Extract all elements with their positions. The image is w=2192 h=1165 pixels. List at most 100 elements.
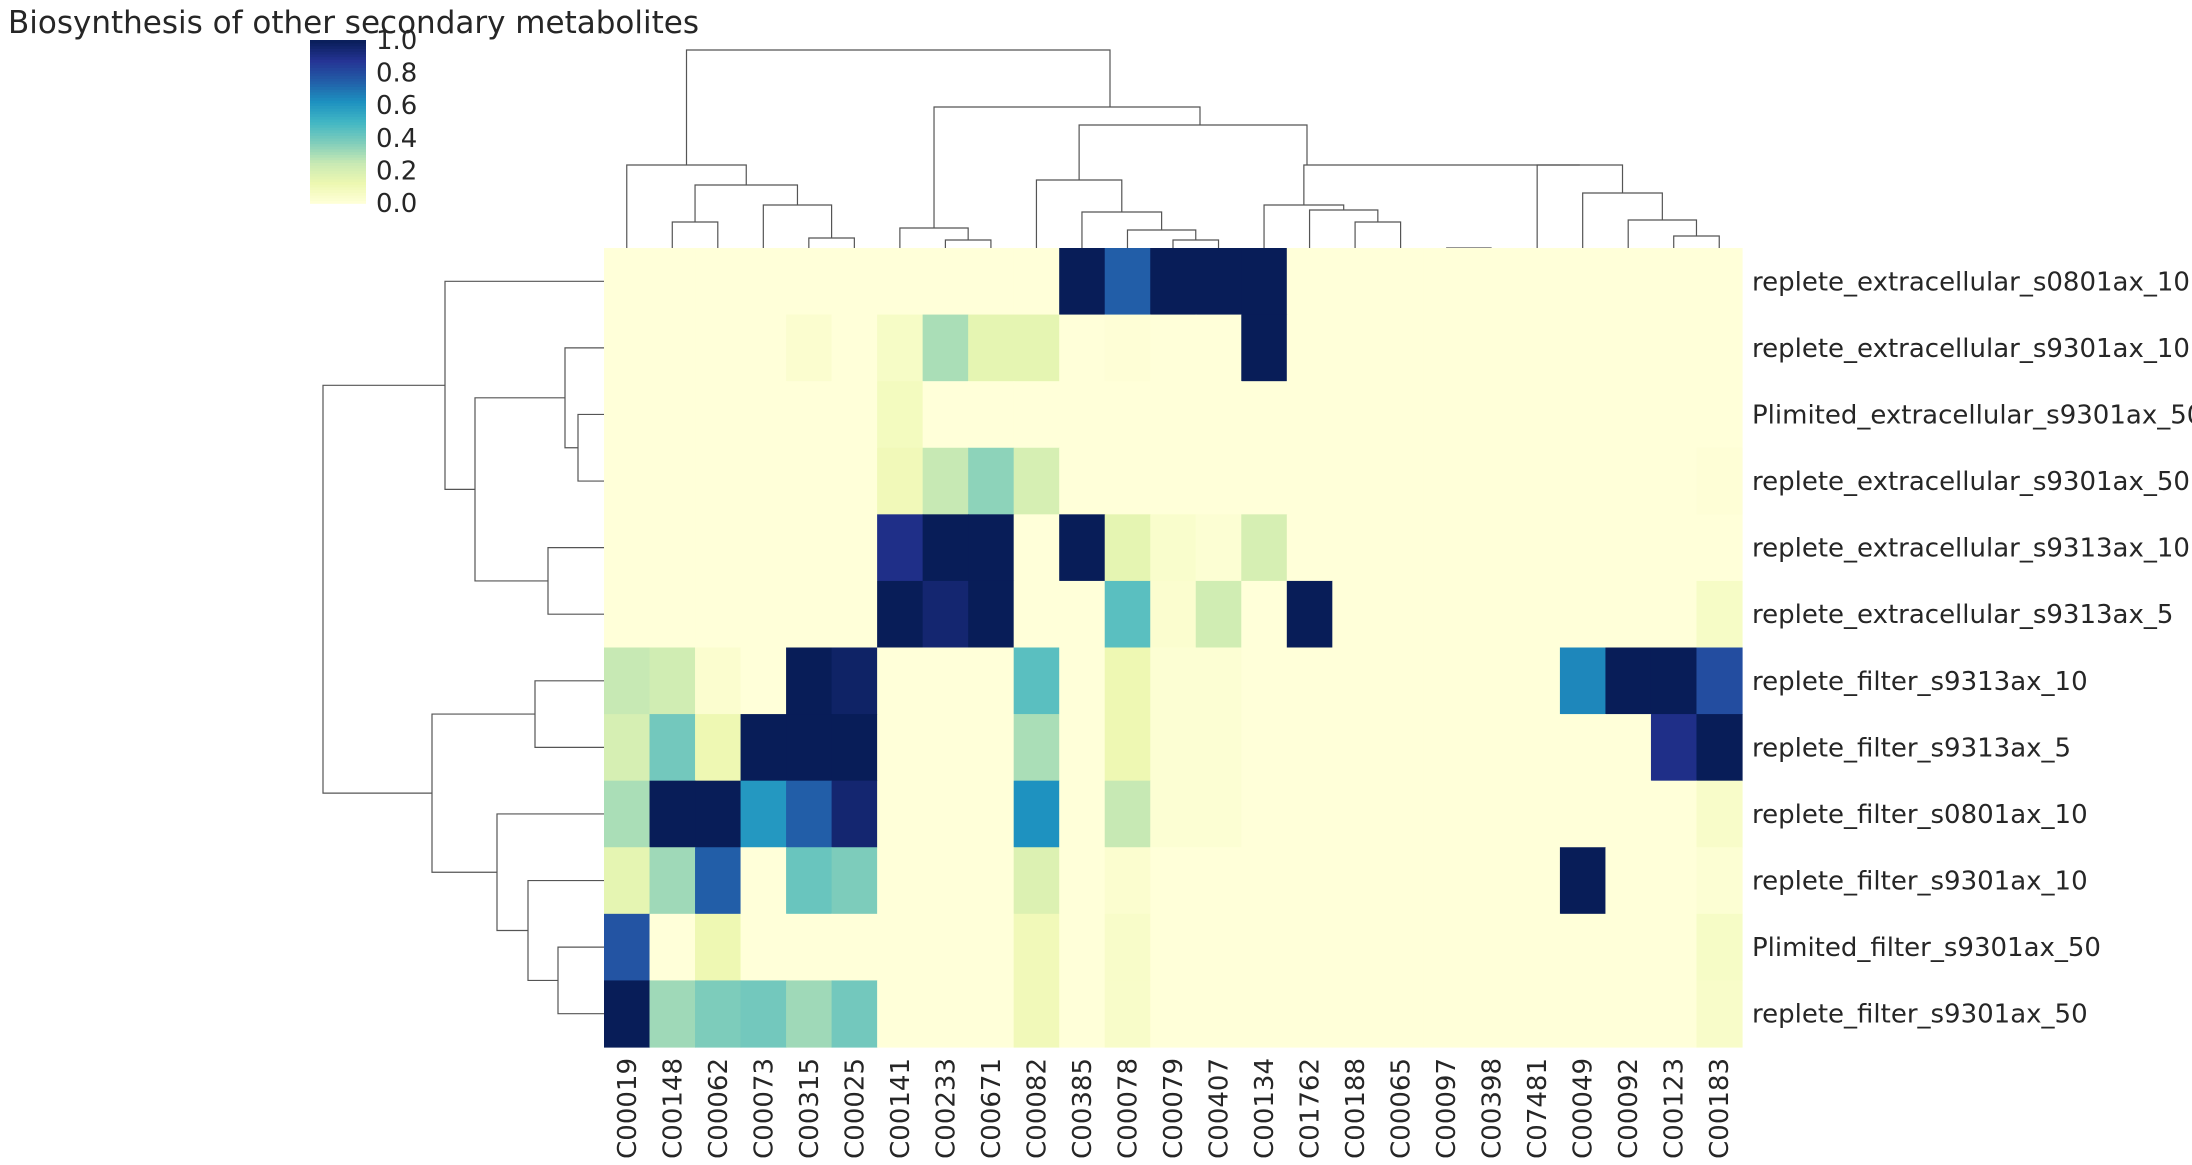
heatmap-cell (1605, 913, 1652, 982)
dendrogram-link (1172, 239, 1220, 248)
dendrogram-link (534, 680, 604, 748)
heatmap-cell (968, 514, 1015, 582)
heatmap-cell (877, 714, 924, 782)
heatmap-cell (1696, 381, 1743, 449)
colorbar-segment (310, 42, 366, 47)
dendrogram-link (444, 280, 604, 490)
heatmap-cell (1696, 714, 1743, 782)
heatmap-cell (877, 580, 924, 649)
dendrogram-link (1035, 179, 1123, 248)
dendrogram-link (1078, 124, 1308, 180)
heatmap-cell (1559, 580, 1607, 649)
colorbar-tick-label: 1.0 (376, 26, 417, 56)
dendrogram-link (626, 164, 747, 248)
heatmap-cell (695, 580, 742, 649)
heatmap-cell (1013, 847, 1060, 915)
heatmap-cell (649, 248, 696, 316)
heatmap-cell (1195, 514, 1242, 582)
dendrogram-link (1354, 221, 1402, 248)
heatmap-cell (1377, 913, 1424, 982)
column-label: C00183 (1705, 1058, 1735, 1159)
heatmap-cell (877, 514, 924, 582)
dendrogram-link (1673, 235, 1720, 248)
heatmap-cell (1696, 248, 1743, 316)
heatmap-cell (1104, 580, 1151, 649)
heatmap-cell (877, 847, 924, 915)
heatmap-cell (695, 381, 742, 449)
heatmap-cell (1104, 447, 1151, 515)
heatmap-cell (1241, 447, 1288, 515)
heatmap-cell (1013, 913, 1060, 982)
heatmap-cell (1514, 647, 1561, 715)
heatmap-cell (1650, 314, 1698, 382)
row-labels: replete_extracellular_s0801ax_10 replete_… (1752, 267, 2192, 1029)
heatmap-cell (1059, 580, 1106, 649)
column-label: C00148 (658, 1058, 688, 1159)
heatmap-cell (1650, 847, 1698, 915)
heatmap-cell (786, 248, 833, 316)
row-label: replete_extracellular_s9301ax_50 (1752, 467, 2190, 497)
heatmap-cell (1241, 913, 1288, 982)
colorbar-segment (310, 45, 366, 49)
column-labels: C00019 C00148 C00062 C00073 C00315 C00025 C001… (613, 1058, 1735, 1159)
heatmap-cell (786, 314, 833, 382)
heatmap-cell (1059, 381, 1106, 449)
heatmap-cell (1104, 248, 1151, 316)
heatmap-cell (1150, 714, 1197, 782)
chart-title: Biosynthesis of other secondary metaboli… (8, 5, 699, 41)
colorbar-segment (310, 126, 366, 131)
heatmap-cell (1104, 381, 1151, 449)
heatmap-cell (1241, 514, 1288, 582)
heatmap-cell (922, 647, 969, 715)
column-label: C00407 (1205, 1058, 1235, 1159)
dendrogram-link (527, 879, 604, 982)
column-dendrogram (626, 49, 1720, 249)
heatmap-cell (1332, 514, 1379, 582)
heatmap-cell (1195, 714, 1242, 782)
heatmap-cell (1332, 847, 1379, 915)
heatmap-cell (1286, 913, 1333, 982)
heatmap-cell (1423, 980, 1470, 1048)
heatmap-cell (740, 381, 787, 449)
heatmap-cell (740, 580, 787, 649)
heatmap-cell (968, 714, 1015, 782)
heatmap-cell (968, 580, 1015, 649)
heatmap-cell (786, 980, 833, 1048)
heatmap-cell (1559, 780, 1607, 848)
colorbar-segment (310, 50, 366, 55)
heatmap-cell (740, 314, 787, 382)
heatmap-cell (968, 447, 1015, 515)
heatmap-cell (786, 580, 833, 649)
heatmap-cell (649, 447, 696, 515)
colorbar-segment (310, 186, 366, 191)
row-label: replete_filter_s0801ax_10 (1752, 800, 2088, 830)
heatmap-cell (649, 780, 696, 848)
heatmap-cell (695, 447, 742, 515)
heatmap-cell (740, 714, 787, 782)
heatmap-cell (1104, 714, 1151, 782)
colorbar-segment (310, 56, 366, 60)
heatmap-cell (968, 847, 1015, 915)
colorbar-segment (310, 194, 366, 199)
heatmap-cell (1468, 714, 1515, 782)
heatmap-cell (1150, 314, 1197, 382)
colorbar-segment (310, 164, 366, 169)
colorbar-segment (310, 154, 366, 158)
dendrogram-link (944, 239, 992, 248)
colorbar-segment (310, 105, 366, 109)
heatmap-cell (1286, 314, 1333, 382)
heatmap-cell (1377, 447, 1424, 515)
heatmap-cell (831, 980, 878, 1048)
heatmap-cell (786, 913, 833, 982)
colorbar-tick-label: 0.4 (376, 124, 417, 154)
row-dendrogram (322, 280, 604, 1015)
dendrogram-link (564, 347, 604, 449)
heatmap-cell (649, 714, 696, 782)
heatmap-cell (1377, 314, 1424, 382)
heatmap-cell (1059, 314, 1106, 382)
heatmap-cell (1241, 847, 1288, 915)
heatmap-cell (1650, 714, 1698, 782)
colorbar-segment (310, 48, 366, 52)
heatmap-cell (786, 847, 833, 915)
column-label: C00062 (704, 1058, 734, 1159)
